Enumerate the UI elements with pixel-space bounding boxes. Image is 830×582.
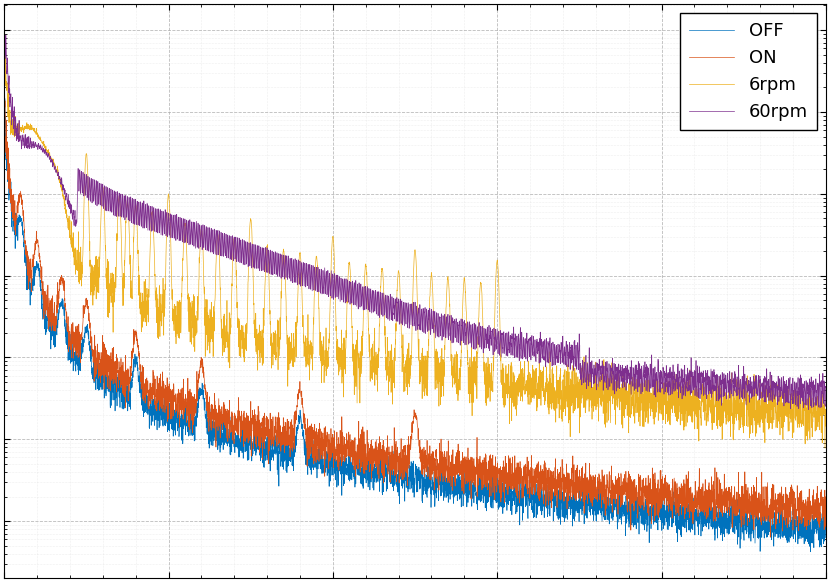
Legend: OFF, ON, 6rpm, 60rpm: OFF, ON, 6rpm, 60rpm	[680, 13, 817, 130]
6rpm	[675, 398, 685, 404]
OFF	[492, 466, 502, 473]
6rpm	[149, 239, 159, 246]
ON	[765, 534, 775, 541]
ON	[821, 522, 830, 529]
ON	[534, 469, 544, 475]
OFF	[821, 526, 830, 533]
OFF	[314, 452, 324, 459]
6rpm	[492, 257, 502, 264]
ON	[613, 505, 622, 512]
60rpm	[821, 384, 830, 391]
6rpm	[0, 33, 9, 40]
60rpm	[1, 31, 11, 38]
ON	[675, 503, 685, 510]
6rpm	[314, 293, 324, 300]
OFF	[149, 411, 159, 418]
ON	[314, 444, 324, 451]
OFF	[675, 526, 685, 533]
60rpm	[149, 204, 159, 211]
Line: 60rpm: 60rpm	[4, 35, 826, 410]
Line: ON: ON	[4, 82, 826, 537]
ON	[149, 390, 159, 397]
6rpm	[820, 445, 830, 452]
ON	[492, 479, 502, 486]
6rpm	[613, 403, 622, 410]
OFF	[0, 93, 9, 100]
ON	[0, 79, 9, 86]
6rpm	[0, 27, 10, 34]
60rpm	[803, 406, 813, 413]
60rpm	[534, 339, 544, 346]
60rpm	[613, 372, 622, 379]
OFF	[613, 526, 622, 533]
60rpm	[675, 373, 685, 380]
60rpm	[0, 66, 9, 73]
6rpm	[821, 423, 830, 430]
OFF	[806, 548, 816, 555]
Line: 6rpm: 6rpm	[4, 30, 826, 448]
6rpm	[534, 395, 544, 402]
Line: OFF: OFF	[4, 96, 826, 552]
OFF	[534, 499, 544, 506]
60rpm	[492, 328, 502, 335]
60rpm	[314, 276, 324, 283]
